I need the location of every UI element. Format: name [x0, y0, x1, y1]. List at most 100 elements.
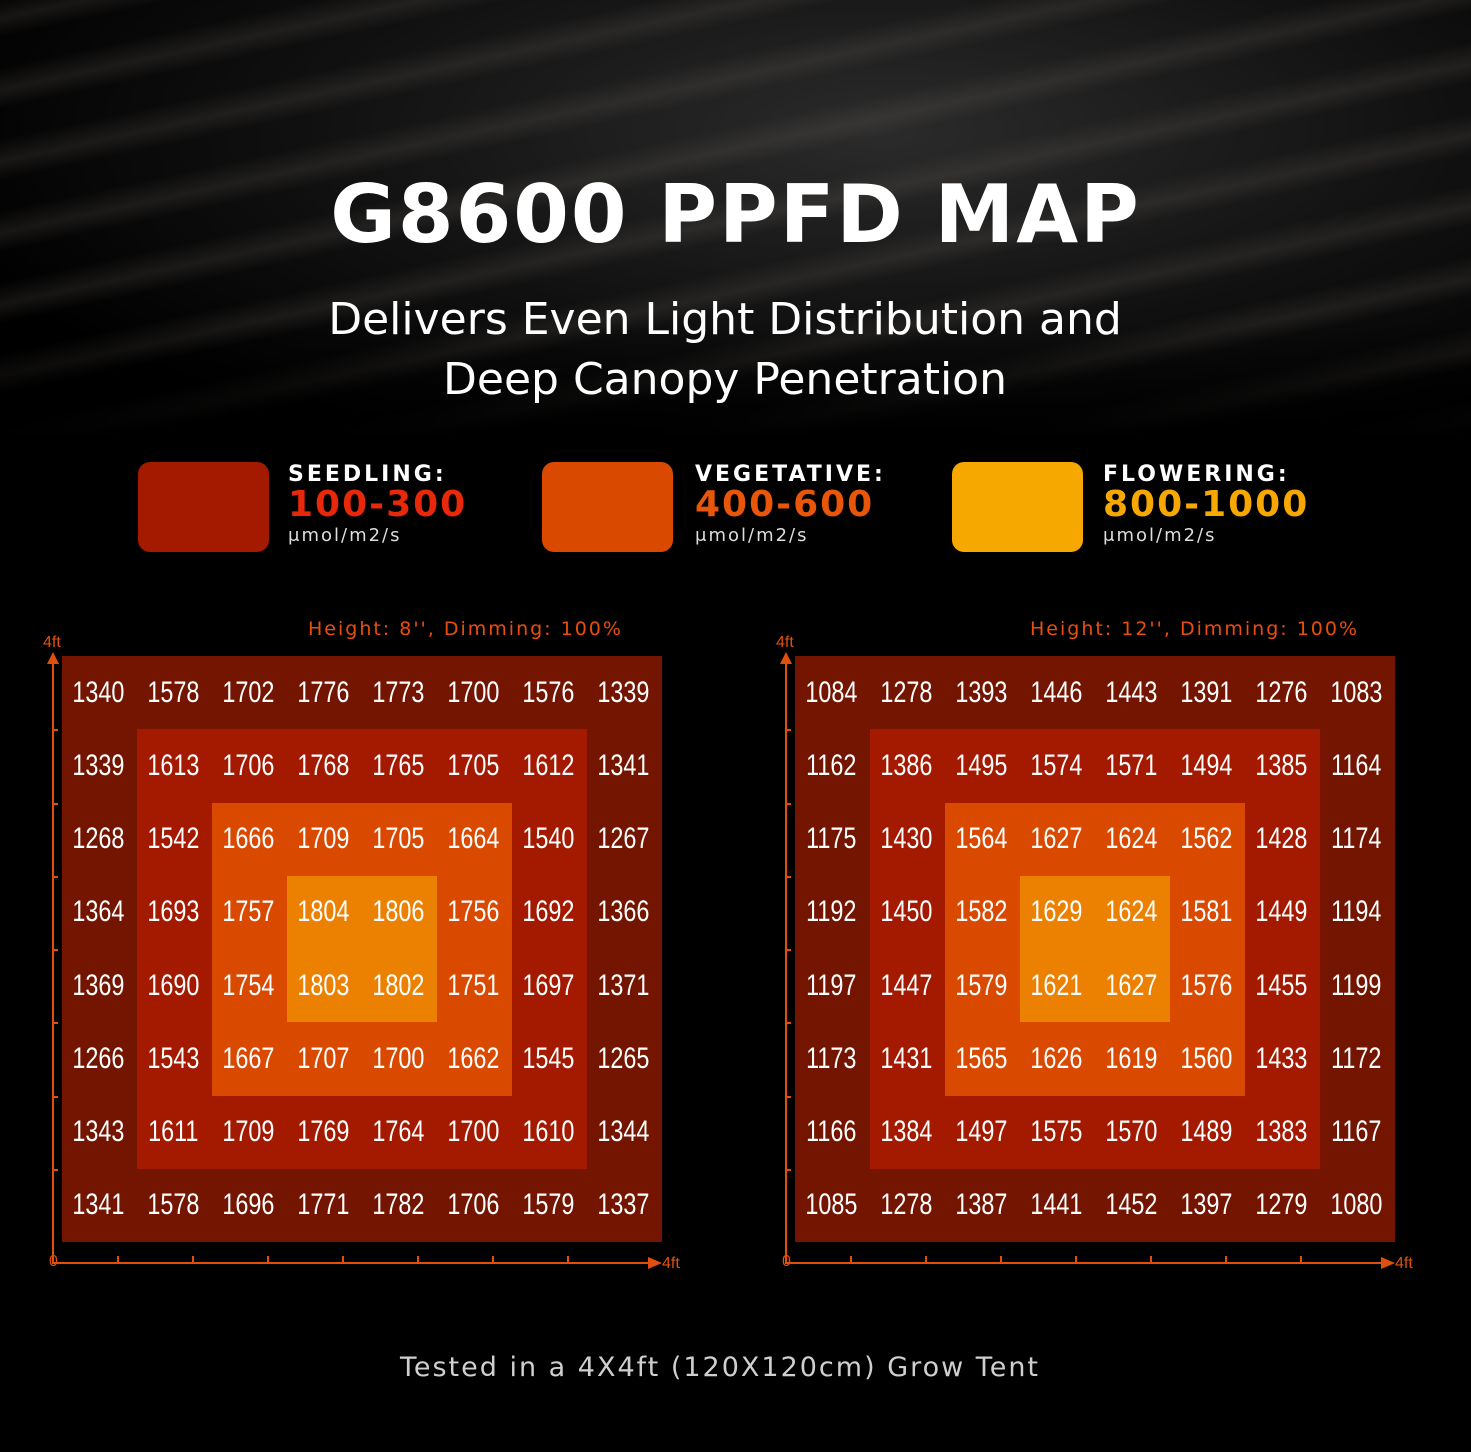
cell-value: 1194 [1331, 895, 1382, 929]
heatmap-cell: 1371 [587, 949, 660, 1022]
cell-value: 1803 [297, 968, 350, 1002]
heatmap-cell: 1706 [212, 729, 285, 802]
cell-value: 1570 [1105, 1115, 1158, 1148]
cell-value: 1627 [1030, 822, 1083, 855]
cell-value: 1397 [1180, 1188, 1233, 1222]
y-axis-max-label: 4ft [776, 634, 794, 651]
cell-value: 1391 [1180, 675, 1233, 709]
cell-value: 1369 [72, 968, 125, 1002]
heatmap-cell: 1366 [587, 876, 660, 949]
cell-value: 1085 [805, 1188, 858, 1222]
x-axis-line [52, 1262, 650, 1264]
cell-value: 1383 [1255, 1115, 1308, 1148]
heatmap-cell: 1278 [870, 1169, 943, 1242]
cell-value: 1692 [522, 895, 575, 929]
cell-value: 1776 [297, 675, 350, 709]
heatmap-cell: 1450 [870, 876, 943, 949]
cell-value: 1364 [72, 895, 125, 929]
cell-value: 1164 [1331, 748, 1382, 782]
heatmap-cell: 1751 [437, 949, 510, 1022]
zone-center [287, 875, 437, 1023]
y-axis-arrow [47, 652, 59, 664]
y-axis-tick [785, 1095, 791, 1098]
legend-swatch [542, 462, 673, 552]
heatmap-cell: 1664 [437, 803, 510, 876]
heatmap-cell: 1455 [1245, 949, 1318, 1022]
heatmap-cell: 1369 [62, 949, 135, 1022]
y-axis-line [785, 660, 787, 1262]
heatmap-cell: 1769 [287, 1096, 360, 1169]
heatmap-cell: 1545 [512, 1022, 585, 1095]
cell-value: 1582 [955, 895, 1008, 929]
heatmap-cell: 1806 [362, 876, 435, 949]
heatmap-cell: 1692 [512, 876, 585, 949]
cell-value: 1579 [522, 1188, 575, 1222]
cell-value: 1366 [597, 895, 650, 929]
heatmap-cell: 1611 [137, 1096, 210, 1169]
heatmap-cell: 1764 [362, 1096, 435, 1169]
cell-value: 1693 [147, 895, 200, 929]
cell-value: 1576 [522, 675, 575, 709]
cell-value: 1343 [72, 1115, 125, 1148]
heatmap-cell: 1172 [1320, 1022, 1393, 1095]
y-axis-tick [52, 875, 58, 878]
heatmap-cell: 1433 [1245, 1022, 1318, 1095]
cell-value: 1494 [1180, 748, 1233, 782]
zone-center [1020, 875, 1170, 1023]
heatmap-cell: 1489 [1170, 1096, 1243, 1169]
heatmap-cell: 1341 [587, 729, 660, 802]
cell-value: 1773 [372, 675, 425, 709]
cell-value: 1613 [147, 748, 200, 782]
y-axis-tick [52, 1022, 58, 1025]
cell-value: 1562 [1180, 822, 1233, 855]
cell-value: 1578 [147, 675, 200, 709]
heatmap-cell: 1341 [62, 1169, 135, 1242]
cell-value: 1371 [597, 968, 650, 1002]
cell-value: 1495 [955, 748, 1008, 782]
ppfd-map-12in: Height: 12'', Dimming: 100% 1084 1278 1393… [763, 610, 1443, 1290]
cell-value: 1385 [1255, 748, 1308, 782]
y-axis-arrow [780, 652, 792, 664]
cell-value: 1447 [880, 968, 933, 1002]
cell-value: 1709 [297, 822, 350, 855]
cell-value: 1387 [955, 1188, 1008, 1222]
heatmap-cell: 1164 [1320, 729, 1393, 802]
cell-value: 1199 [1331, 968, 1382, 1002]
heatmap-cell: 1540 [512, 803, 585, 876]
heatmap-cell: 1578 [137, 1169, 210, 1242]
heatmap-cell: 1621 [1020, 949, 1093, 1022]
heatmap-cell: 1197 [795, 949, 868, 1022]
legend-label: FLOWERING: [1103, 462, 1290, 487]
cell-value: 1709 [222, 1115, 275, 1148]
cell-value: 1162 [806, 748, 857, 782]
cell-value: 1700 [447, 1115, 500, 1148]
x-axis-tick [492, 1256, 494, 1262]
heatmap-cell: 1697 [512, 949, 585, 1022]
heatmap-cell: 1266 [62, 1022, 135, 1095]
x-axis-arrow [648, 1257, 662, 1269]
heatmap-cell: 1776 [287, 656, 360, 729]
x-axis-tick [1075, 1256, 1077, 1262]
x-axis-tick [417, 1256, 419, 1262]
x-axis-tick [1225, 1256, 1227, 1262]
heatmap-cell: 1765 [362, 729, 435, 802]
legend-range: 800-1000 [1103, 484, 1310, 525]
heatmap-cell: 1441 [1020, 1169, 1093, 1242]
cell-value: 1574 [1030, 748, 1083, 782]
cell-value: 1428 [1255, 822, 1308, 855]
heatmap-cell: 1702 [212, 656, 285, 729]
cell-value: 1084 [805, 675, 858, 709]
page-title: G8600 PPFD MAP [330, 168, 1141, 261]
cell-value: 1576 [1180, 968, 1233, 1002]
cell-value: 1393 [955, 675, 1008, 709]
cell-value: 1621 [1030, 968, 1083, 1002]
cell-value: 1268 [72, 822, 125, 855]
cell-value: 1197 [806, 968, 857, 1002]
cell-value: 1571 [1105, 748, 1158, 782]
heatmap-cell: 1579 [945, 949, 1018, 1022]
cell-value: 1706 [447, 1188, 500, 1222]
heatmap-cell: 1782 [362, 1169, 435, 1242]
x-axis-tick [117, 1256, 119, 1262]
legend-unit: μmol/m2/s [695, 525, 809, 546]
heatmap-cell: 1194 [1320, 876, 1393, 949]
